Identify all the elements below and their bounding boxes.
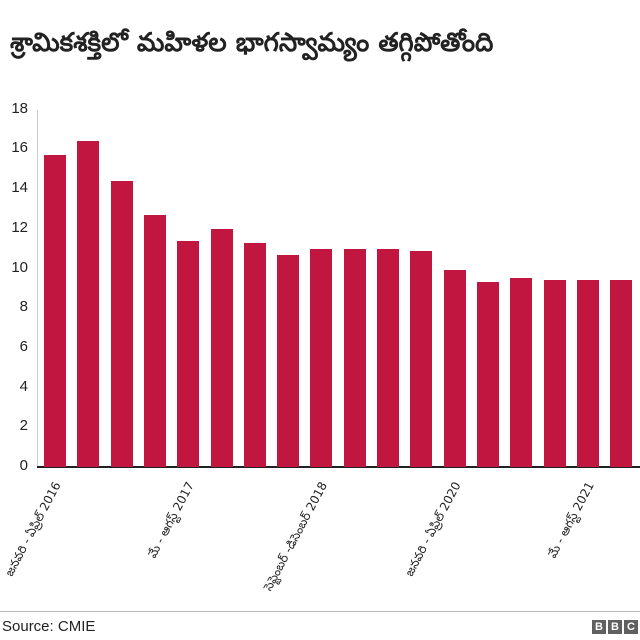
bar bbox=[476, 282, 499, 467]
y-tick-label: 0 bbox=[19, 457, 28, 474]
y-tick-label: 8 bbox=[19, 298, 28, 316]
bbc-logo-letter: B bbox=[608, 620, 622, 634]
y-axis-line bbox=[37, 110, 38, 467]
y-tick-label: 4 bbox=[19, 377, 28, 395]
y-tick-label: 12 bbox=[11, 218, 28, 236]
footer-divider bbox=[0, 611, 640, 612]
chart-title: శ్రామికశక్తిలో మహిళల భాగస్వామ్యం తగ్గిపో… bbox=[10, 28, 494, 58]
source-note: Source: CMIE bbox=[2, 618, 96, 635]
x-tick-label: సెప్టెంబర్ -డిసెంబర్ 2018 bbox=[261, 479, 331, 594]
bbc-logo-letter: C bbox=[624, 620, 638, 634]
bar bbox=[443, 270, 466, 467]
bar bbox=[143, 214, 166, 467]
bar bbox=[177, 240, 200, 467]
bar bbox=[44, 155, 66, 467]
bar bbox=[543, 280, 566, 467]
bar bbox=[610, 280, 633, 467]
bar bbox=[110, 181, 133, 467]
bar bbox=[310, 248, 333, 467]
bbc-logo-letter: B bbox=[592, 620, 606, 634]
y-tick-label: 16 bbox=[11, 139, 28, 157]
bar bbox=[576, 280, 599, 467]
x-tick-label: మే - ఆగస్ట్ 2017 bbox=[145, 479, 198, 561]
x-tick-label: జనవరి - ఏప్రిల్ 2016 bbox=[2, 479, 64, 579]
x-tick-label: మే - ఆగస్ట్ 2021 bbox=[544, 479, 597, 561]
bar bbox=[510, 278, 533, 467]
y-tick-label: 14 bbox=[11, 179, 28, 197]
x-axis-line bbox=[37, 466, 640, 468]
y-tick-label: 18 bbox=[11, 99, 28, 117]
bar bbox=[410, 250, 433, 467]
bar bbox=[343, 248, 366, 467]
bar bbox=[77, 141, 100, 467]
bbc-logo: B B C bbox=[592, 620, 638, 634]
y-tick-label: 2 bbox=[19, 417, 28, 435]
bar bbox=[377, 248, 399, 467]
x-tick-label: జనవరి - ఏప్రిల్ 2020 bbox=[401, 479, 464, 579]
bar bbox=[243, 242, 266, 467]
y-tick-label: 6 bbox=[19, 337, 28, 355]
y-tick-label: 10 bbox=[11, 258, 28, 276]
bar bbox=[277, 254, 300, 467]
bar bbox=[210, 228, 233, 467]
